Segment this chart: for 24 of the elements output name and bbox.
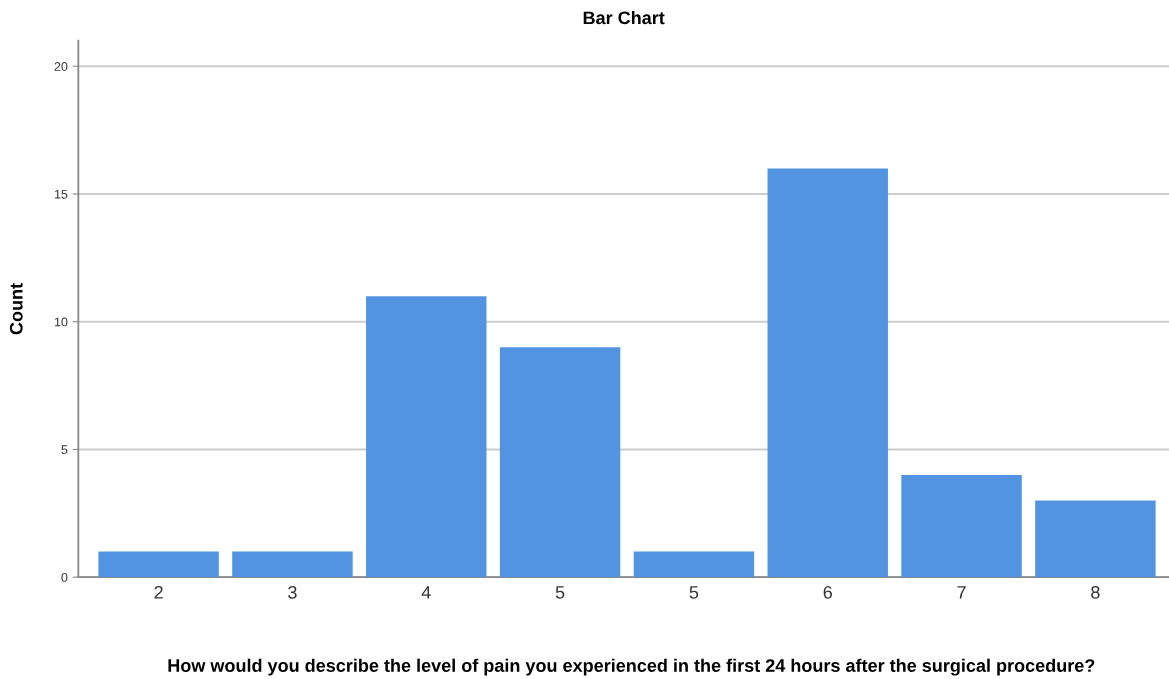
y-tick-label: 10 [54,317,68,327]
x-tick-label: 4 [421,586,431,599]
x-tick-label: 6 [823,585,832,599]
y-tick-label: 0 [61,572,68,582]
bar [499,347,621,578]
bar [232,551,353,578]
x-tick-label: 8 [1091,585,1100,599]
y-tick-label: 15 [54,189,68,199]
x-tick-label: 7 [957,586,966,599]
y-tick-label: 20 [54,62,68,71]
chart-title: Bar Chart [583,10,665,25]
y-tick-label: 5 [61,445,68,455]
x-axis-title: How would you describe the level of pain you experienced in the first 24 hours after the surgical procedure? [168,658,1095,676]
bar [633,551,755,578]
bar [98,551,219,578]
x-tick-label: 5 [689,586,699,599]
bar [366,296,487,578]
bar [1035,500,1156,578]
y-axis-title: Count [9,283,23,335]
x-tick-label: 2 [154,585,163,599]
bar [767,168,888,578]
x-tick-label: 3 [288,585,297,599]
bar [901,474,1022,578]
x-tick-label: 5 [555,586,565,599]
